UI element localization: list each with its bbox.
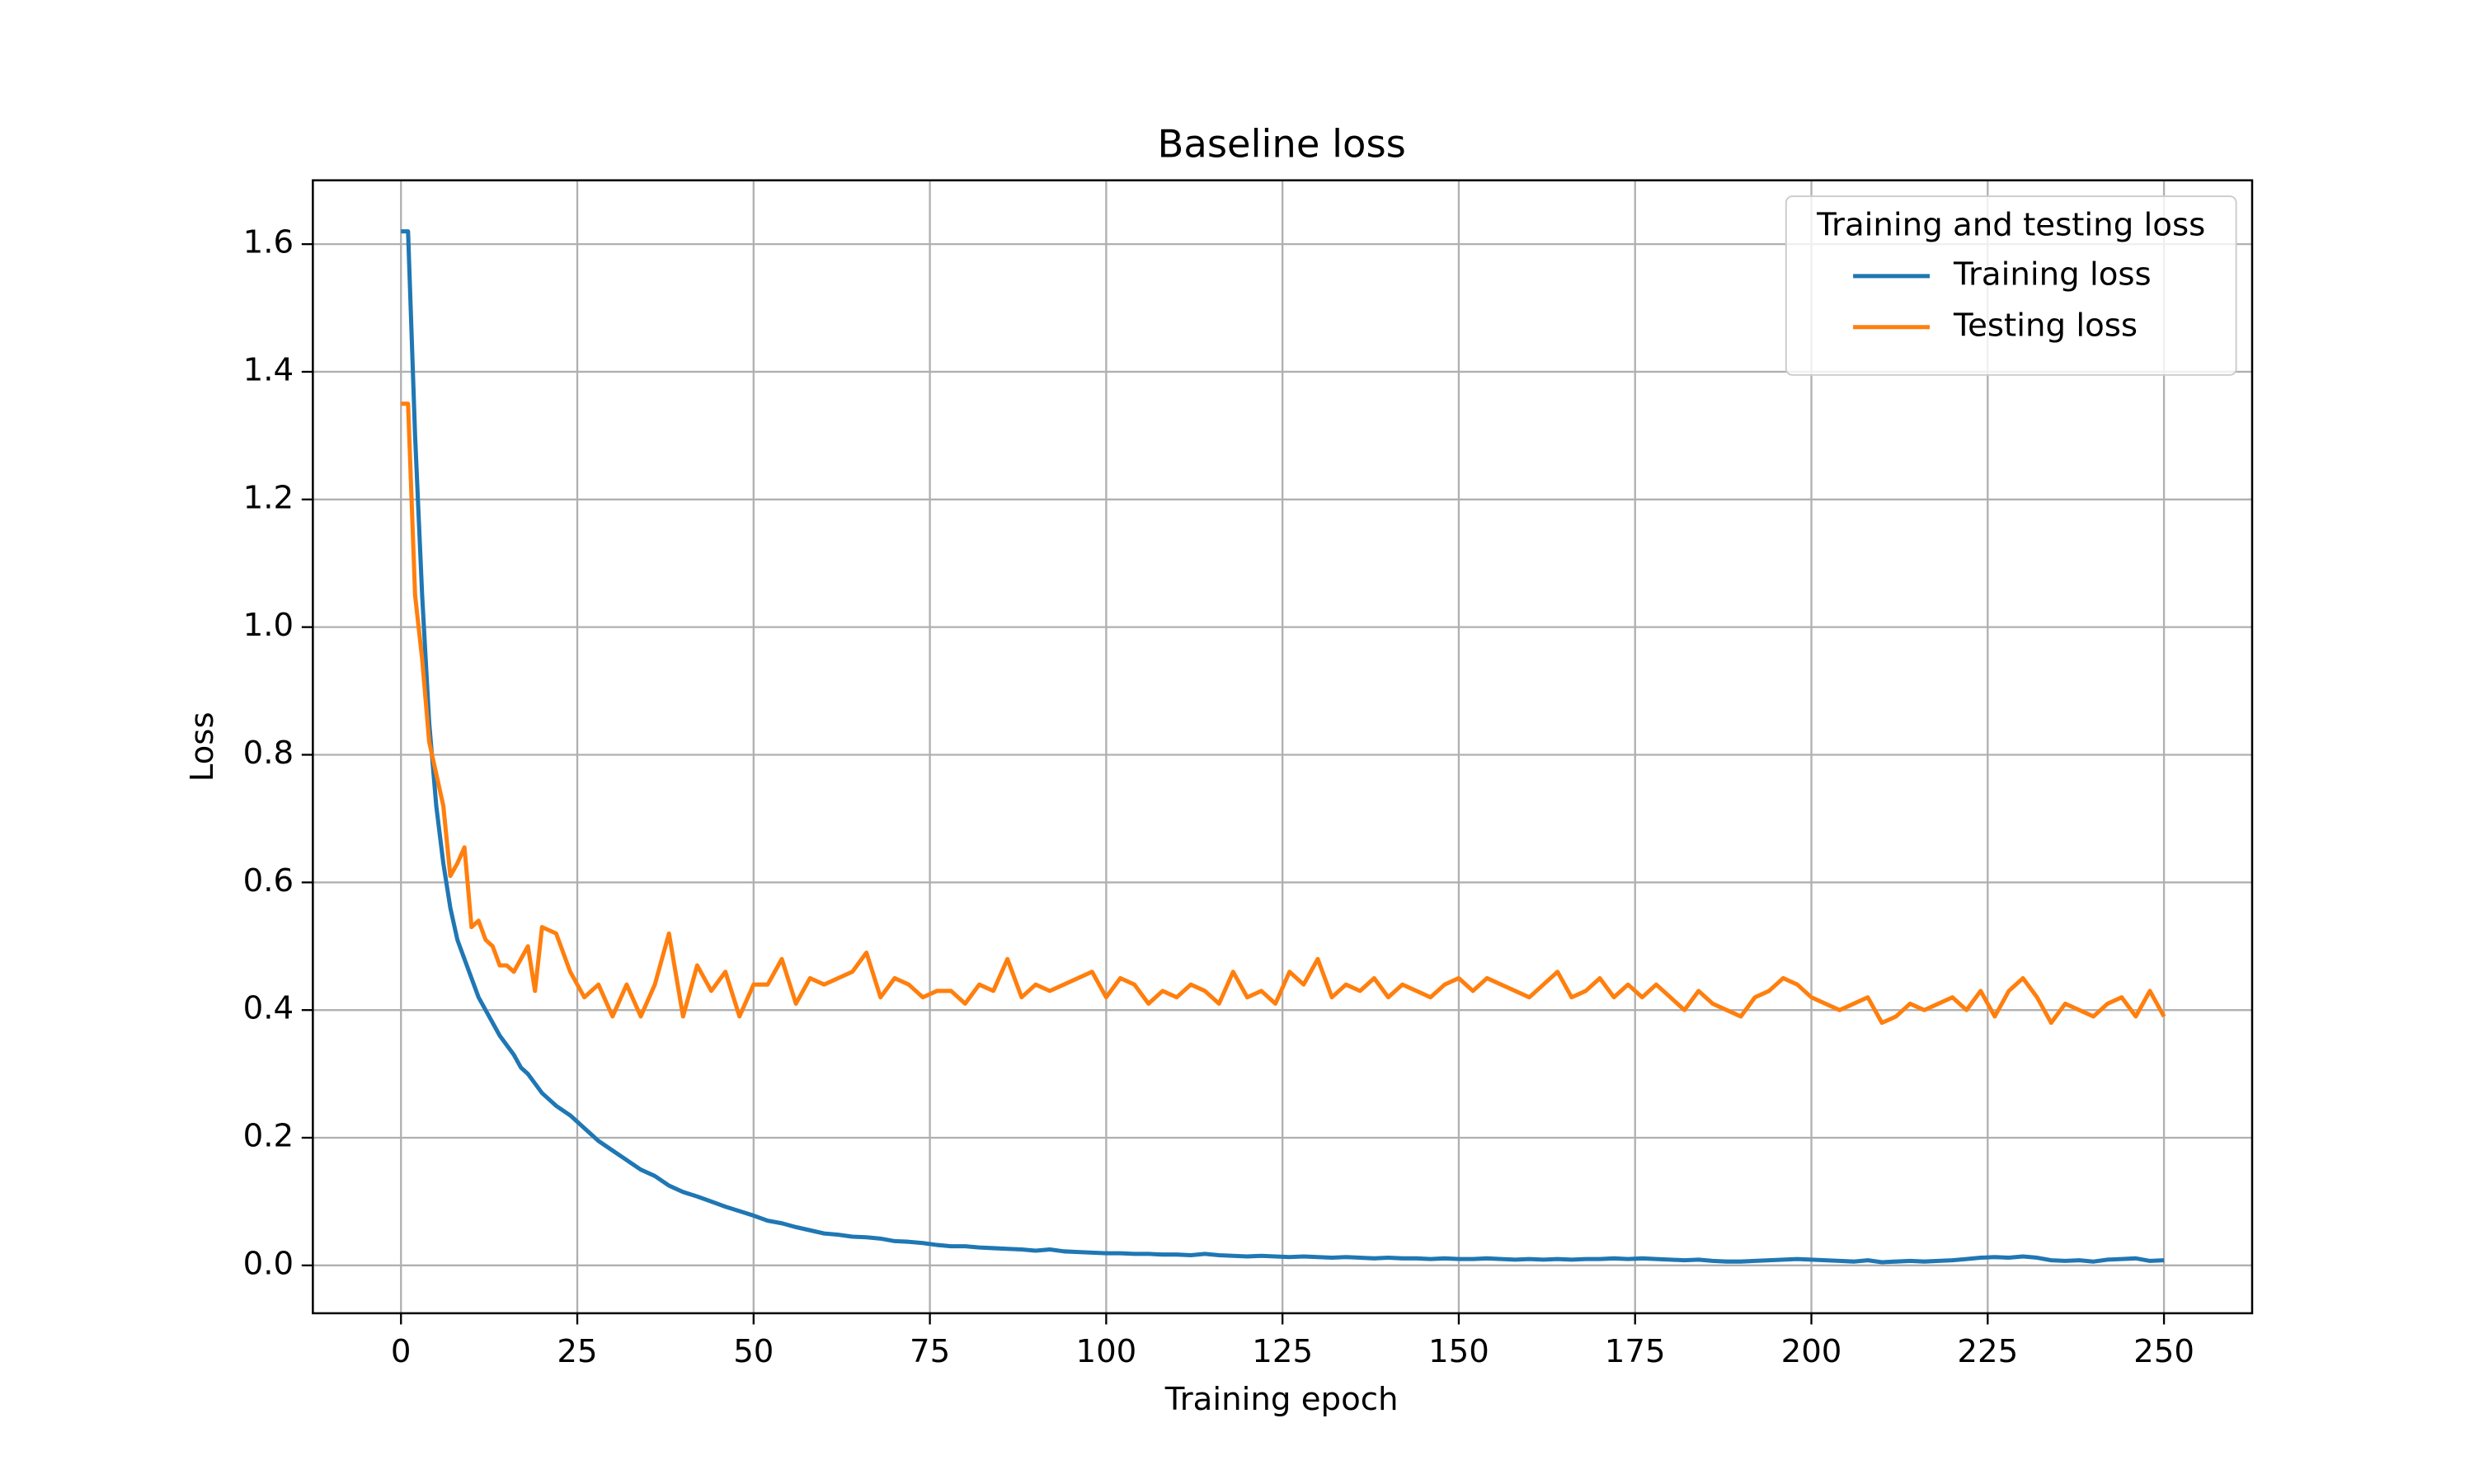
x-tick-label: 200	[1781, 1333, 1842, 1370]
series-line	[401, 229, 2165, 1265]
legend-title: Training and testing loss	[1816, 206, 2205, 243]
x-tick-label: 125	[1252, 1333, 1313, 1370]
legend-label: Training loss	[1953, 256, 2152, 293]
x-axis-label: Training epoch	[1164, 1381, 1399, 1418]
y-tick-label: 1.6	[243, 224, 294, 261]
chart-title: Baseline loss	[1158, 122, 1406, 167]
y-tick-label: 0.4	[243, 990, 294, 1027]
y-tick-label: 0.6	[243, 862, 294, 899]
x-tick-label: 75	[910, 1333, 950, 1370]
x-tick-label: 25	[557, 1333, 597, 1370]
legend-label: Testing loss	[1953, 307, 2138, 344]
y-tick-label: 0.2	[243, 1118, 294, 1155]
y-tick-label: 1.0	[243, 607, 294, 644]
series-line	[401, 402, 2166, 1026]
y-tick-label: 0.0	[243, 1245, 294, 1282]
x-tick-label: 50	[733, 1333, 774, 1370]
plot-frame	[312, 179, 2254, 1315]
x-tick-label: 225	[1957, 1333, 2018, 1370]
x-tick-label: 0	[391, 1333, 412, 1370]
y-tick-label: 1.4	[243, 351, 294, 388]
x-tick-label: 100	[1075, 1333, 1136, 1370]
x-tick-label: 175	[1605, 1333, 1666, 1370]
y-axis-label: Loss	[184, 711, 221, 782]
y-tick-label: 0.8	[243, 735, 294, 772]
x-tick-label: 250	[2133, 1333, 2194, 1370]
x-tick-label: 150	[1428, 1333, 1489, 1370]
legend-box	[1785, 195, 2237, 376]
y-tick-label: 1.2	[243, 479, 294, 516]
